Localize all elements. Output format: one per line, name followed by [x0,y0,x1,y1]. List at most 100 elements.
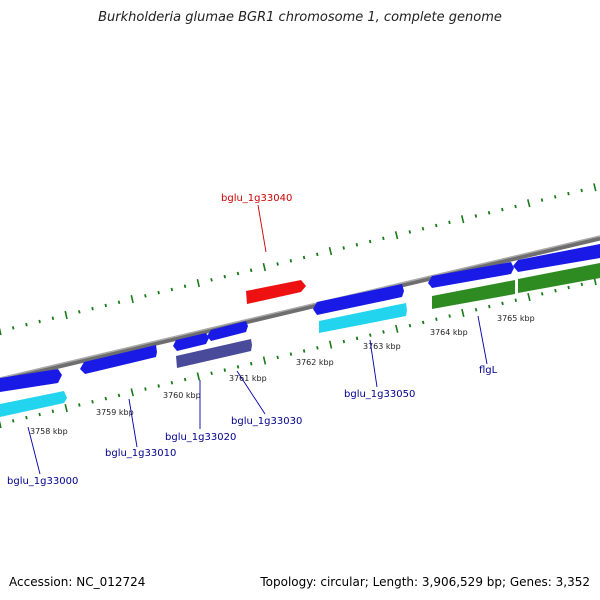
gene-label-bglu_1g33030[interactable]: bglu_1g33030 [231,416,302,427]
minor-tick [553,195,557,199]
minor-tick [474,307,478,312]
minor-tick [316,346,319,350]
minor-tick [170,380,174,385]
minor-tick [382,236,385,241]
minor-tick [183,284,187,288]
gene-label-bglu_1g33040[interactable]: bglu_1g33040 [221,193,292,204]
label-leader [257,204,267,253]
minor-tick [11,326,15,330]
major-tick [593,183,597,192]
tick-label: 3762 kbp [296,358,334,367]
minor-tick [342,339,346,344]
minor-tick [38,412,41,417]
gene-feature-bglu_1g33040[interactable] [246,280,306,304]
gene-feature[interactable] [176,339,252,368]
minor-tick [250,361,253,366]
gene-feature[interactable] [173,333,209,351]
minor-tick [210,278,213,282]
gene-label-bglu_1g33020[interactable]: bglu_1g33020 [165,432,236,443]
minor-tick [51,316,55,321]
minor-tick [183,377,187,382]
accession-text: Accession: NC_012724 [9,575,146,589]
gene-feature[interactable] [319,303,407,333]
minor-tick [223,368,227,372]
major-tick [0,420,2,429]
major-tick [460,215,465,224]
tick-label: 3765 kbp [497,314,535,323]
gene-feature[interactable] [428,262,514,288]
major-tick [64,404,68,413]
genome-summary-text: Topology: circular; Length: 3,906,529 bp… [260,575,590,589]
minor-tick [302,349,306,353]
major-tick [196,279,200,288]
label-leader [236,370,266,415]
minor-tick [580,188,583,193]
minor-tick [540,198,544,202]
minor-tick [567,285,570,290]
tick-label: 3760 kbp [163,391,201,400]
minor-tick [488,304,491,309]
major-tick [262,263,267,272]
major-tick [328,247,333,256]
gene-feature[interactable] [513,244,600,272]
minor-tick [302,255,306,260]
genome-backbone [0,235,600,383]
minor-tick [170,287,174,292]
minor-tick [236,365,240,369]
minor-tick [501,207,504,212]
major-tick [527,293,531,302]
minor-tick [316,252,319,257]
minor-tick [408,323,412,328]
label-leader [477,315,488,365]
minor-tick [355,336,359,341]
gene-label-bglu_1g33010[interactable]: bglu_1g33010 [105,448,176,459]
minor-tick [144,294,147,298]
tick-label: 3763 kbp [363,342,401,351]
inner-tick-track [0,277,597,429]
map-title: Burkholderia glumae BGR1 chromosome 1, c… [98,10,502,25]
minor-tick [78,403,81,407]
major-tick [0,327,2,336]
tick-label: 3758 kbp [30,427,68,436]
minor-tick [501,301,504,306]
minor-tick [580,282,584,287]
gene-label-bglu_1g33050[interactable]: bglu_1g33050 [344,389,415,400]
minor-tick [117,300,121,305]
minor-tick [421,226,425,231]
tick-label: 3759 kbp [96,408,134,417]
major-tick [461,308,465,317]
minor-tick [487,210,491,215]
minor-tick [276,355,279,360]
minor-tick [435,223,438,228]
minor-tick [554,288,557,293]
gene-feature[interactable] [432,280,515,309]
minor-tick [342,246,345,250]
minor-tick [369,333,372,337]
minor-tick [289,259,293,263]
major-tick [262,356,267,365]
major-tick [527,199,531,208]
minor-tick [514,298,517,302]
minor-tick [236,271,240,276]
minor-tick [12,419,15,423]
gene-feature[interactable] [80,345,157,374]
minor-tick [38,319,41,324]
minor-tick [435,317,438,322]
gene-feature[interactable] [0,391,67,417]
minor-tick [448,314,451,318]
gene-feature[interactable] [207,321,248,341]
minor-tick [408,230,412,234]
minor-tick [368,239,372,244]
outer-tick-track [0,183,597,336]
gene-label-bglu_1g33000[interactable]: bglu_1g33000 [7,476,78,487]
major-tick [395,324,399,333]
gene-feature[interactable] [518,263,600,293]
gene-feature[interactable] [313,284,404,315]
genome-backbone-highlight [0,235,600,379]
gene-feature[interactable] [0,369,62,392]
minor-tick [157,384,160,388]
gene-label-flgL[interactable]: flgL [479,365,498,376]
minor-tick [117,393,121,398]
major-tick [394,231,399,240]
